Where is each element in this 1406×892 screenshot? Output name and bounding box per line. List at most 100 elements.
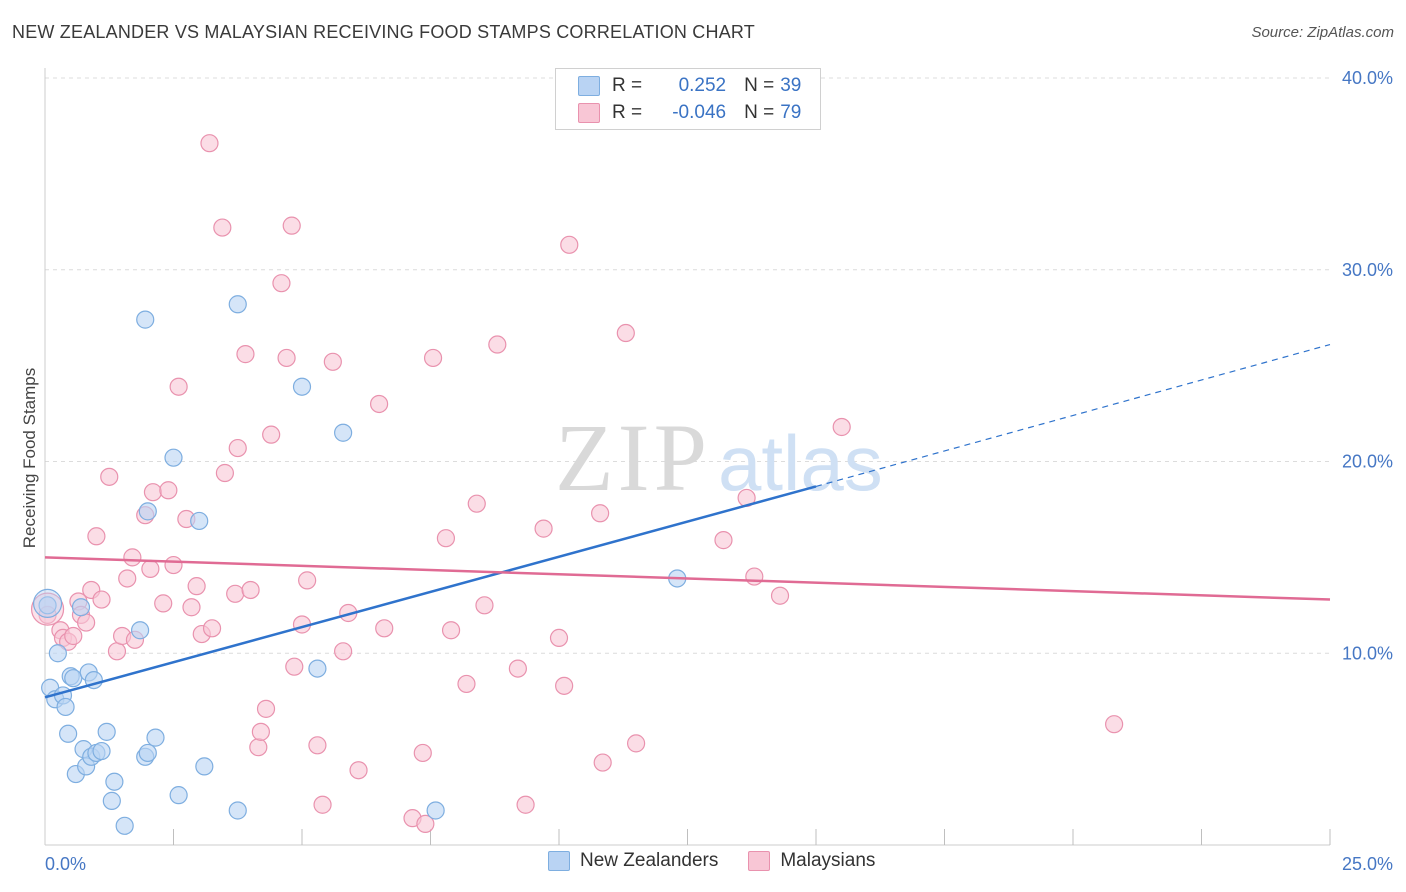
malaysians-point [457,674,476,694]
malaysians-point [323,352,342,371]
malaysians-point [534,519,553,538]
malaysians-point [770,586,790,605]
malaysians-point [277,348,296,368]
malaysians-point [154,594,173,613]
malaysians-point [560,235,579,254]
legend-label: Malaysians [780,850,876,871]
chart-title: NEW ZEALANDER VS MALAYSIAN RECEIVING FOO… [12,22,755,42]
legend-row-malaysians: R = -0.046 N = 79 [578,100,801,126]
malaysians-point [370,394,389,414]
malaysians-point [77,613,96,632]
new-zealanders-point [190,511,209,531]
new-zealanders-point [138,743,157,763]
new-zealanders-point [97,722,116,741]
malaysians-point [215,463,234,483]
malaysians-point [164,555,183,575]
new-zealanders-point [38,596,57,615]
malaysians-point [159,481,178,500]
series-legend: New Zealanders Malaysians [548,850,905,872]
malaysians-point [436,529,456,548]
malaysians-point [100,467,119,486]
new-zealanders-point [102,791,121,810]
malaysians-point [375,619,394,638]
malaysians-point [593,753,612,772]
malaysians-point [475,596,494,615]
new-zealanders-point [92,741,111,761]
correlation-legend: R = 0.252 N = 39 R = -0.046 N = 79 [555,68,821,130]
legend-swatch-blue [548,851,570,871]
n-value: 79 [780,102,802,123]
watermark: ZIP atlas [555,404,883,511]
new-zealanders-point [136,310,155,329]
malaysians-point [616,323,635,343]
n-value: 39 [780,75,802,96]
legend-label: New Zealanders [580,850,719,871]
new-zealanders-trend-line [44,485,817,699]
new-zealanders-point [195,757,214,776]
r-value: 0.252 [678,75,727,96]
x-tick-label: 0.0% [45,854,86,874]
n-label: N = [744,102,775,123]
malaysians-point [87,527,106,546]
malaysians-point [298,571,317,590]
malaysians-point [591,504,610,523]
malaysians-point [272,274,291,293]
malaysians-point [508,659,527,678]
malaysians-point [308,736,327,755]
malaysians-point [64,626,83,646]
new-zealanders-point [146,728,165,747]
malaysians-point [745,567,764,586]
new-zealanders-point [228,295,247,314]
malaysians-point [251,722,270,741]
n-label: N = [744,75,775,96]
grid [45,77,1330,654]
legend-swatch-pink [748,851,771,871]
new-zealanders-cluster-point [32,588,63,618]
malaysians-point [282,216,301,235]
trend-lines [44,343,1331,699]
new-zealanders-point [169,786,188,805]
malaysians-point [488,335,507,354]
malaysians-point [200,134,219,153]
malaysians-point [143,483,163,502]
malaysians-point [213,218,232,237]
malaysians-point [92,590,111,609]
malaysians-point [262,425,281,444]
new-zealanders-point [164,448,183,467]
source-credit: Source: ZipAtlas.com [1251,24,1394,41]
legend-swatch-pink [578,103,600,123]
new-zealanders-point [71,598,91,617]
malaysians-trend-line [44,556,1331,601]
new-zealanders-point [48,644,67,663]
malaysians-point [714,531,733,550]
new-zealanders-point [426,801,445,820]
legend-swatch-blue [578,76,600,96]
new-zealanders-point [59,724,78,743]
malaysians-point [516,795,535,814]
malaysians-point [202,619,222,638]
malaysians-point [141,559,160,578]
malaysians-point [349,761,368,780]
malaysians-point [169,377,188,396]
malaysians-point [187,577,206,596]
y-axis-label: Receiving Food Stamps [20,368,39,548]
malaysians-point [423,348,443,368]
malaysians-point [416,814,435,834]
malaysians-point [256,699,276,718]
malaysians-point [285,657,304,676]
malaysians-point [249,738,268,757]
malaysians-points [30,134,1124,834]
malaysians-point [182,598,201,617]
malaysians-point [313,795,332,814]
malaysians-point [467,494,486,513]
malaysians-point [549,628,569,648]
x-tick-label: 25.0% [1342,854,1393,874]
malaysians-point [226,584,245,603]
new-zealanders-point [130,621,150,640]
malaysians-point [413,743,432,763]
new-zealanders-points [32,295,687,835]
new-zealanders-point [334,423,353,442]
malaysians-point [118,569,137,588]
new-zealanders-point [138,502,157,521]
